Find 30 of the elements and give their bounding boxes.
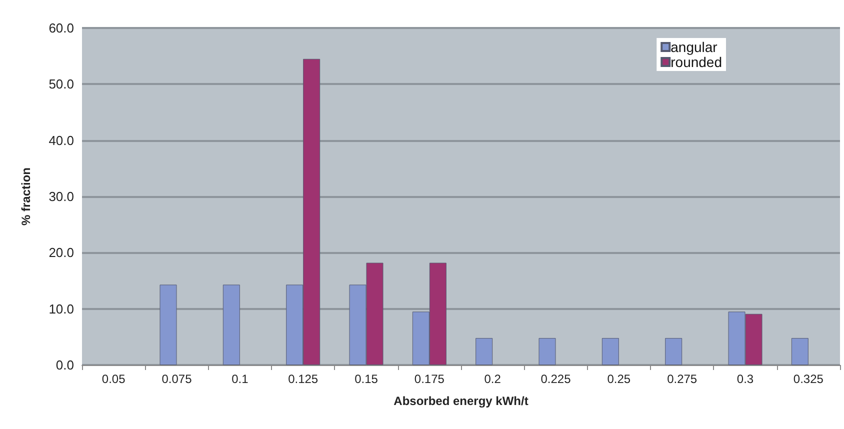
y-tick-label: 20.0 [48, 245, 74, 260]
bar [791, 338, 808, 365]
x-axis-title: Absorbed energy kWh/t [394, 394, 528, 408]
x-tick-label: 0.05 [102, 372, 126, 386]
y-tick-label: 30.0 [48, 189, 74, 204]
y-tick-label: 10.0 [48, 301, 74, 316]
bar [160, 284, 177, 365]
legend-label: rounded [670, 54, 722, 70]
x-tick-label: 0.25 [607, 372, 631, 386]
x-tick-label: 0.2 [484, 372, 502, 386]
y-tick-label: 50.0 [48, 76, 74, 92]
x-tick-label: 0.225 [540, 372, 572, 386]
bar [602, 338, 619, 365]
y-axis-title: % fraction [19, 167, 33, 226]
y-tick-label: 40.0 [48, 132, 74, 148]
y-tick-label: 0.0 [56, 358, 74, 372]
bar [222, 284, 240, 365]
y-tick-label: 60.0 [48, 20, 74, 36]
x-tick-label: 0.1 [232, 372, 249, 386]
x-tick-label: 0.3 [736, 372, 754, 386]
x-tick-label: 0.125 [288, 372, 318, 386]
x-tick-label: 0.325 [793, 372, 824, 386]
legend-label: angular [670, 39, 718, 55]
bar [665, 338, 682, 365]
x-tick-label: 0.175 [414, 372, 445, 386]
x-tick-label: 0.275 [667, 372, 698, 386]
x-tick-label: 0.075 [162, 372, 192, 386]
bar [476, 338, 493, 365]
bar [538, 338, 556, 365]
x-tick-label: 0.15 [354, 372, 378, 386]
